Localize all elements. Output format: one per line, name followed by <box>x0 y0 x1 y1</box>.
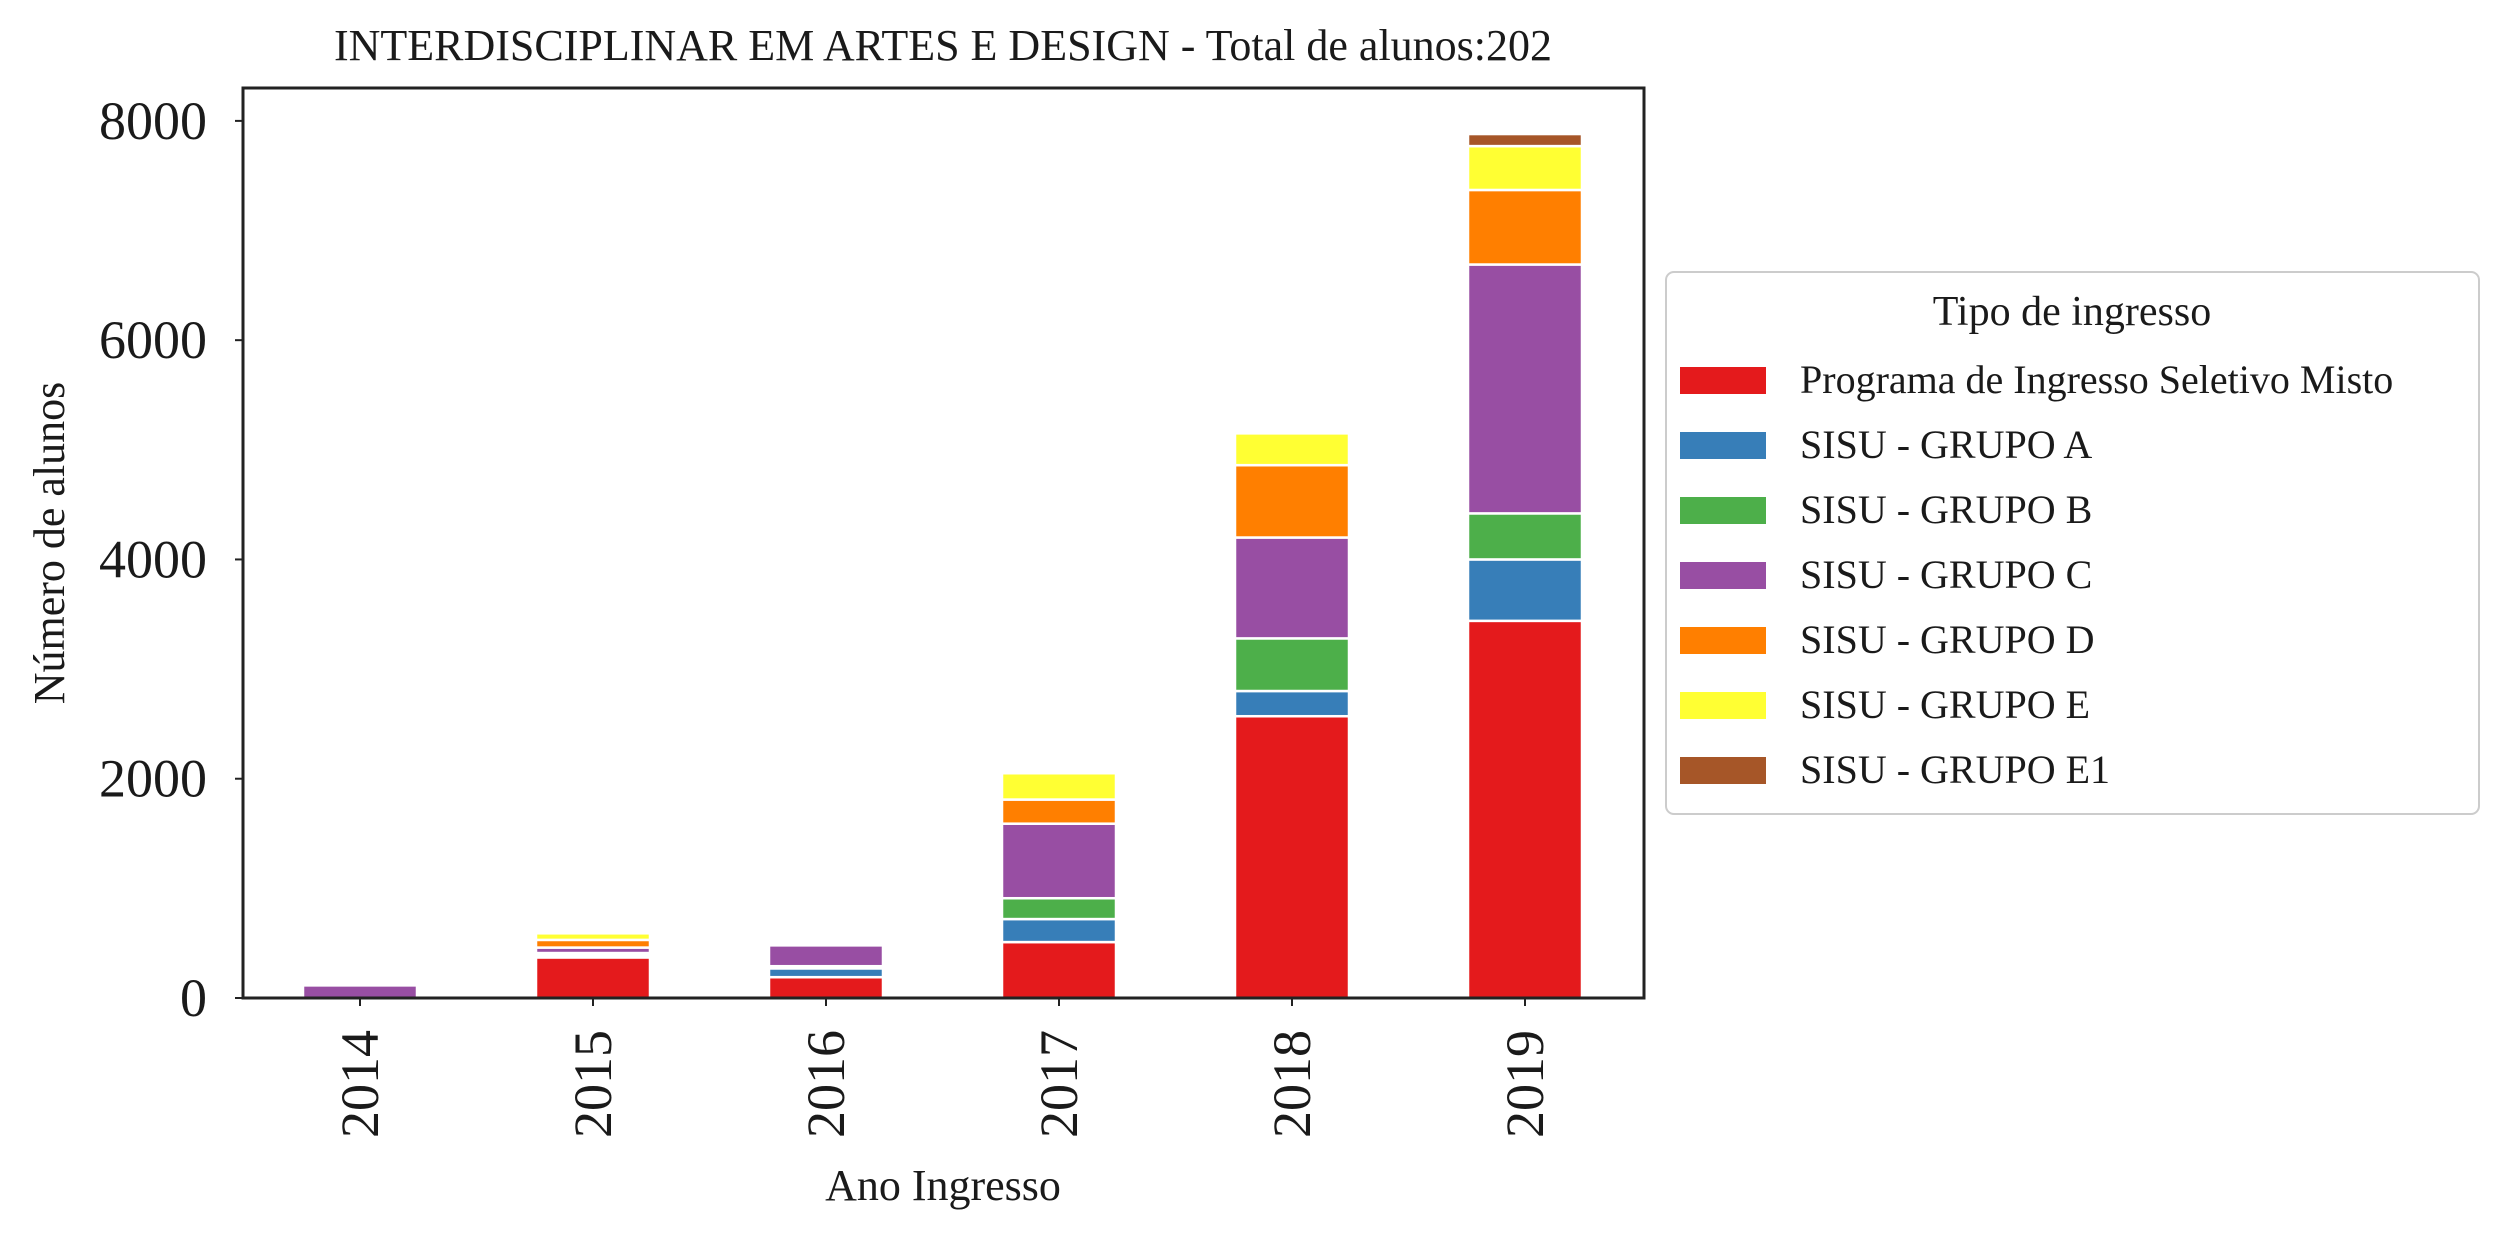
bar-segment-2017-series-4 <box>1000 798 1118 825</box>
legend-items: Programa de Ingresso Seletivo Misto SISU … <box>1680 357 2393 792</box>
legend-label-6: SISU - GRUPO E1 <box>1800 747 2110 792</box>
bar-segment-2016-series-1 <box>767 967 885 979</box>
legend-label-2: SISU - GRUPO B <box>1800 487 2092 532</box>
bar-segment-2019-series-2 <box>1466 512 1584 561</box>
bar-segment-2018-series-5 <box>1233 432 1351 467</box>
y-tick-label: 4000 <box>99 529 207 589</box>
bar-segment-2017-series-5 <box>1000 771 1118 801</box>
bar-segment-2014-series-3 <box>301 984 419 1000</box>
x-axis-label: Ano Ingresso <box>825 1161 1061 1210</box>
y-tick-label: 6000 <box>99 310 207 370</box>
x-tick-label-2017: 2017 <box>1029 1030 1089 1138</box>
x-tick-label-2018: 2018 <box>1262 1030 1322 1138</box>
legend: Tipo de ingresso Programa de Ingresso Se… <box>1665 271 2480 815</box>
y-tick-label: 8000 <box>99 91 207 151</box>
bar-segment-2019-series-5 <box>1466 144 1584 192</box>
legend-label-1: SISU - GRUPO A <box>1800 422 2092 467</box>
x-tick-label-2019: 2019 <box>1495 1030 1555 1138</box>
bar-segment-2019-series-4 <box>1466 188 1584 266</box>
bar-segment-2016-series-3 <box>767 944 885 968</box>
legend-frame <box>1665 271 2480 815</box>
bar-segment-2015-series-0 <box>534 956 652 1000</box>
bar-segment-2019-series-1 <box>1466 558 1584 623</box>
x-tick-label-2016: 2016 <box>796 1030 856 1138</box>
x-tick-label-2015: 2015 <box>563 1030 623 1138</box>
legend-swatch-6 <box>1680 757 1766 784</box>
bar-segment-2017-series-3 <box>1000 822 1118 900</box>
y-axis-ticks: 0 2000 4000 6000 8000 <box>99 91 243 1028</box>
plot-frame <box>241 86 1646 1000</box>
legend-label-4: SISU - GRUPO D <box>1800 617 2095 662</box>
legend-title: Tipo de ingresso <box>1933 289 2211 335</box>
bars-group <box>301 132 1584 1000</box>
bar-segment-2017-series-0 <box>1000 940 1118 1000</box>
bar-segment-2018-series-1 <box>1233 689 1351 718</box>
bar-segment-2017-series-1 <box>1000 917 1118 944</box>
x-axis-ticks: 2014 2015 2016 2017 2018 2019 <box>330 998 1555 1138</box>
bar-segment-2018-series-3 <box>1233 536 1351 640</box>
legend-swatch-1 <box>1680 432 1766 459</box>
legend-label-0: Programa de Ingresso Seletivo Misto <box>1800 357 2393 402</box>
bar-segment-2018-series-4 <box>1233 463 1351 539</box>
legend-swatch-3 <box>1680 562 1766 589</box>
legend-swatch-2 <box>1680 497 1766 524</box>
legend-label-5: SISU - GRUPO E <box>1800 682 2090 727</box>
bar-segment-2018-series-2 <box>1233 637 1351 693</box>
y-tick-label: 2000 <box>99 749 207 809</box>
bar-segment-2019-series-6 <box>1466 132 1584 148</box>
legend-swatch-5 <box>1680 692 1766 719</box>
bar-segment-2019-series-0 <box>1466 619 1584 1000</box>
legend-swatch-0 <box>1680 367 1766 394</box>
bar-segment-2016-series-0 <box>767 975 885 1000</box>
bar-segment-2017-series-2 <box>1000 896 1118 921</box>
bar-segment-2018-series-0 <box>1233 714 1351 1000</box>
y-tick-label: 0 <box>180 968 207 1028</box>
legend-swatch-4 <box>1680 627 1766 654</box>
bar-segment-2019-series-3 <box>1466 263 1584 515</box>
y-axis-label: Número de alunos <box>25 382 74 705</box>
legend-label-3: SISU - GRUPO C <box>1800 552 2092 597</box>
chart-title: INTERDISCIPLINAR EM ARTES E DESIGN - Tot… <box>334 21 1552 70</box>
bar-segment-2015-series-5 <box>534 932 652 942</box>
x-tick-label-2014: 2014 <box>330 1030 390 1138</box>
